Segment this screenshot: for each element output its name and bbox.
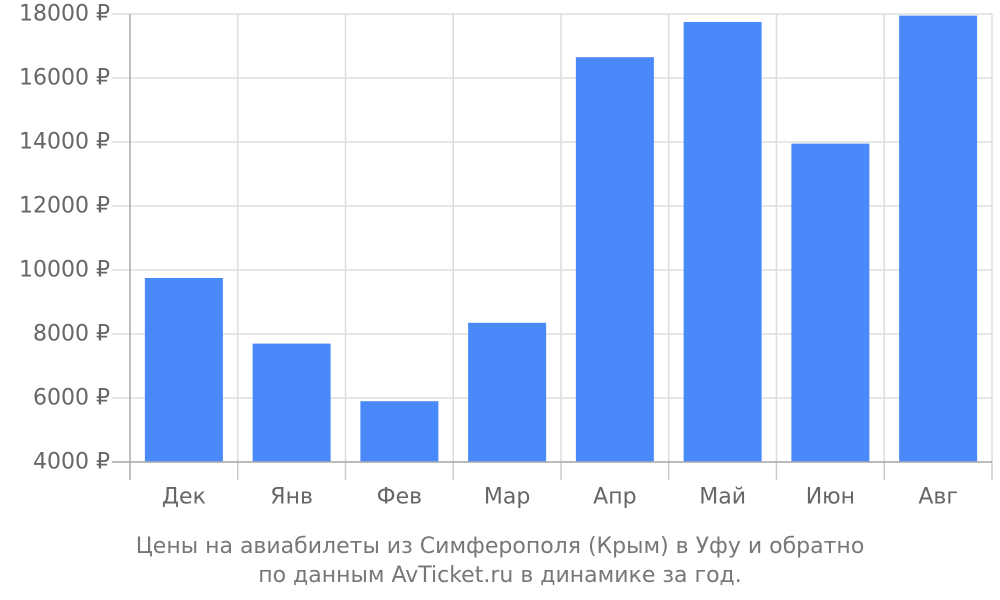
y-tick-label: 18000 ₽ [19,2,110,27]
bars [144,15,978,462]
bar-Янв [252,343,331,462]
x-tick-label: Дек [162,485,206,510]
bar-Июн [791,143,870,462]
x-tick-label: Авг [918,485,958,510]
x-tick-label: Фев [377,485,422,510]
y-tick-label: 12000 ₽ [19,194,110,219]
bar-chart: 4000 ₽ 6000 ₽ 8000 ₽ 10000 ₽ 12000 ₽ 14000 ₽ 1… [19,2,993,510]
y-tick-label: 10000 ₽ [19,258,110,283]
grid-lines [112,13,993,463]
x-tick-label: Мар [484,485,530,510]
chart-subtitle: по данным AvTicket.ru в динамике за год. [258,563,742,588]
x-tick-label: Янв [270,485,313,510]
y-tick-label: 14000 ₽ [19,130,110,155]
bar-Авг [899,15,978,462]
y-tick-label: 4000 ₽ [33,450,110,475]
x-tick-label: Май [699,485,746,510]
bar-Апр [575,57,654,462]
chart-title: Цены на авиабилеты из Симферополя (Крым)… [135,534,865,559]
bar-Дек [144,278,223,462]
x-tick-label: Апр [593,485,636,510]
bar-Мар [468,322,547,462]
bar-Май [683,22,762,462]
y-tick-label: 8000 ₽ [33,322,110,347]
bar-Фев [360,401,439,462]
x-tick-labels: Дек Янв Фев Мар Апр Май Июн Авг [162,485,958,510]
y-tick-label: 6000 ₽ [33,386,110,411]
y-tick-labels: 4000 ₽ 6000 ₽ 8000 ₽ 10000 ₽ 12000 ₽ 14000 ₽ 1… [19,2,110,475]
axes [112,14,993,480]
y-tick-label: 16000 ₽ [19,66,110,91]
x-tick-label: Июн [806,485,855,510]
